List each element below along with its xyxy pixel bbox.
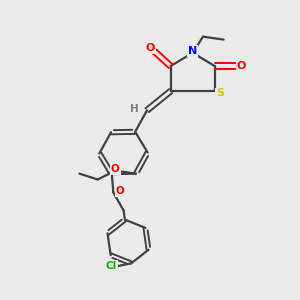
Text: H: H [130, 104, 139, 114]
Text: O: O [111, 164, 120, 174]
Text: O: O [145, 44, 155, 53]
Text: Cl: Cl [106, 261, 117, 271]
Text: S: S [216, 88, 224, 98]
Text: O: O [116, 186, 124, 196]
Text: N: N [188, 46, 197, 56]
Text: O: O [237, 61, 246, 71]
